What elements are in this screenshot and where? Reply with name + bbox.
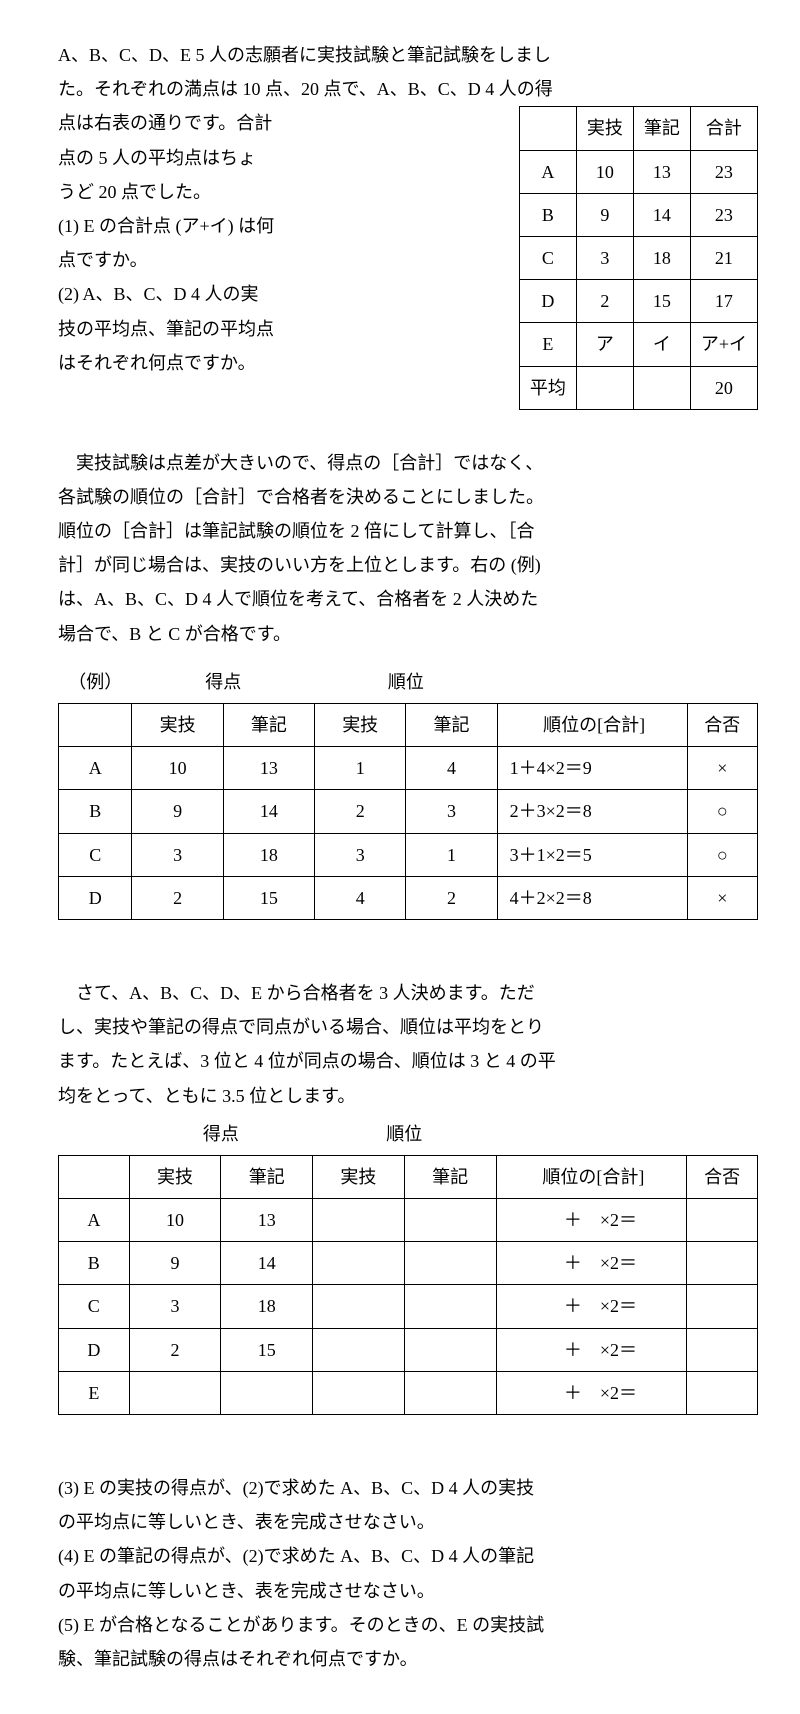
table-row: C318313＋1×2＝5○ bbox=[59, 833, 758, 876]
example-label: （例） bbox=[59, 661, 132, 704]
blank-super-header: 得点 順位 bbox=[59, 1113, 758, 1156]
example-table: （例） 得点 順位 実技 筆記 実技 筆記 順位の[合計] 合否 A101314… bbox=[58, 661, 758, 920]
intro-line-1: A、B、C、D、E 5 人の志願者に実技試験と筆記試験をしまし bbox=[58, 38, 758, 72]
table-row: A101323 bbox=[519, 150, 757, 193]
col-jitsugi: 実技 bbox=[576, 107, 633, 150]
question-5-b: 験、筆記試験の得点はそれぞれ何点ですか。 bbox=[58, 1642, 758, 1676]
mid-line-6: 場合で、B と C が合格です。 bbox=[58, 617, 758, 651]
col-hikki: 筆記 bbox=[633, 107, 690, 150]
example-super-header: （例） 得点 順位 bbox=[59, 661, 758, 704]
blank-table: 得点 順位 実技 筆記 実技 筆記 順位の[合計] 合否 A1013 ＋ ×2＝… bbox=[58, 1113, 758, 1415]
mid-line-4: 計］が同じ場合は、実技のいい方を上位とします。右の (例) bbox=[58, 548, 758, 582]
question-4-a: (4) E の筆記の得点が、(2)で求めた A、B、C、D 4 人の筆記 bbox=[58, 1539, 758, 1573]
question-4-b: の平均点に等しいとき、表を完成させなさい。 bbox=[58, 1574, 758, 1608]
table-header-row: 実技 筆記 合計 bbox=[519, 107, 757, 150]
table-row: B914 ＋ ×2＝ bbox=[59, 1242, 758, 1285]
example-header-row: 実技 筆記 実技 筆記 順位の[合計] 合否 bbox=[59, 704, 758, 747]
question-3-b: の平均点に等しいとき、表を完成させなさい。 bbox=[58, 1505, 758, 1539]
mid-line-3: 順位の［合計］は筆記試験の順位を 2 倍にして計算し、［合 bbox=[58, 514, 758, 548]
intro-with-table: 実技 筆記 合計 A101323 B91423 C31821 D21517 Eア… bbox=[58, 106, 758, 417]
table-row: D21517 bbox=[519, 280, 757, 323]
example-table-wrap: （例） 得点 順位 実技 筆記 実技 筆記 順位の[合計] 合否 A101314… bbox=[58, 661, 758, 920]
question-3-a: (3) E の実技の得点が、(2)で求めた A、B、C、D 4 人の実技 bbox=[58, 1471, 758, 1505]
mid2-line-3: ます。たとえば、3 位と 4 位が同点の場合、順位は 3 と 4 の平 bbox=[58, 1044, 758, 1078]
score-table: 実技 筆記 合計 A101323 B91423 C31821 D21517 Eア… bbox=[519, 106, 758, 409]
table-row: B91423 bbox=[519, 193, 757, 236]
table-row: E ＋ ×2＝ bbox=[59, 1371, 758, 1414]
mid-line-2: 各試験の順位の［合計］で合格者を決めることにしました。 bbox=[58, 480, 758, 514]
table-row: D215424＋2×2＝8× bbox=[59, 876, 758, 919]
mid2-line-4: 均をとって、ともに 3.5 位とします。 bbox=[58, 1079, 758, 1113]
table-row: A1013141＋4×2＝9× bbox=[59, 747, 758, 790]
table-row: C31821 bbox=[519, 236, 757, 279]
intro-line-2: た。それぞれの満点は 10 点、20 点で、A、B、C、D 4 人の得 bbox=[58, 72, 758, 106]
question-5-a: (5) E が合格となることがあります。そのときの、E の実技試 bbox=[58, 1608, 758, 1642]
col-goukei: 合計 bbox=[690, 107, 757, 150]
blank-header-row: 実技 筆記 実技 筆記 順位の[合計] 合否 bbox=[59, 1155, 758, 1198]
table-avg-row: 平均20 bbox=[519, 366, 757, 409]
table-row: D215 ＋ ×2＝ bbox=[59, 1328, 758, 1371]
mid-line-5: は、A、B、C、D 4 人で順位を考えて、合格者を 2 人決めた bbox=[58, 582, 758, 616]
mid-line-1: 実技試験は点差が大きいので、得点の［合計］ではなく、 bbox=[58, 446, 758, 480]
table-row: B914232＋3×2＝8○ bbox=[59, 790, 758, 833]
mid2-line-1: さて、A、B、C、D、E から合格者を 3 人決めます。ただ bbox=[58, 976, 758, 1010]
table-row: C318 ＋ ×2＝ bbox=[59, 1285, 758, 1328]
table-row: A1013 ＋ ×2＝ bbox=[59, 1199, 758, 1242]
mid2-line-2: し、実技や筆記の得点で同点がいる場合、順位は平均をとり bbox=[58, 1010, 758, 1044]
table-row: Eアイア+イ bbox=[519, 323, 757, 366]
